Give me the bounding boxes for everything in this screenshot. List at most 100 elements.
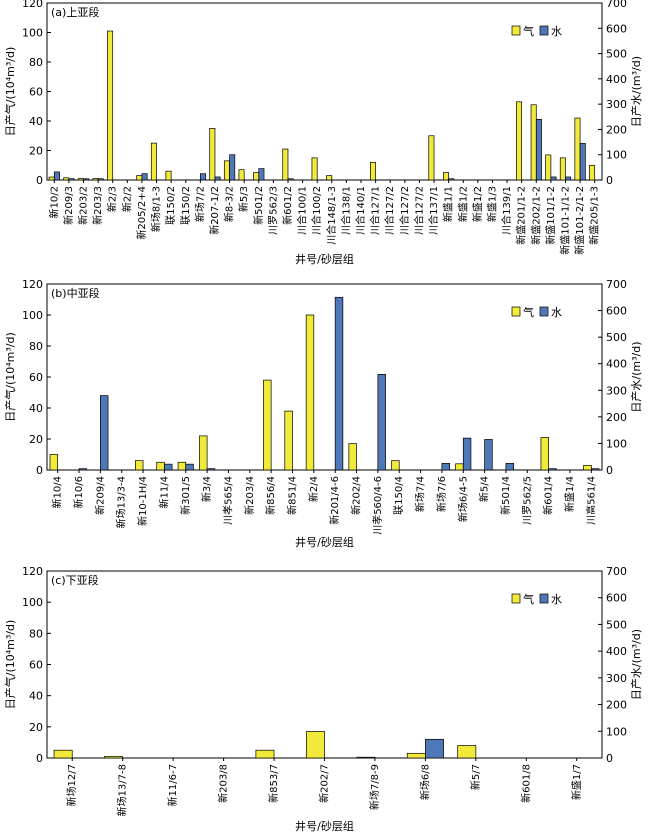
right-tick-label: 200 (606, 123, 627, 136)
gas-bar (457, 745, 477, 759)
gas-bar (165, 170, 172, 181)
right-tick-label: 700 (606, 565, 627, 578)
x-tick-label: 川合127/2 (398, 186, 411, 235)
water-bar (258, 168, 265, 181)
left-tick-label: 80 (29, 340, 43, 353)
right-tick-label: 0 (606, 174, 613, 187)
water-bar (334, 296, 344, 471)
gas-bar (370, 161, 376, 181)
x-tick-label: 新盛1/7 (570, 764, 583, 800)
x-tick-label: 新501/2 (252, 186, 265, 225)
right-tick-label: 500 (606, 618, 627, 631)
panel-label: (b)中亚段 (51, 286, 100, 300)
water-bar (550, 176, 557, 181)
gas-bar (48, 176, 55, 181)
legend-water-swatch (539, 25, 549, 36)
x-axis-title: 井号/砂层组 (295, 252, 354, 266)
left-tick-label: 0 (36, 752, 43, 765)
x-tick-label: 新5/7 (469, 764, 482, 790)
gas-bar (455, 463, 464, 471)
x-tick-label: 新盛101/1-2 (544, 186, 557, 245)
right-tick-label: 100 (606, 149, 627, 162)
x-tick-label: 新202/4 (350, 476, 363, 515)
left-tick-label: 120 (22, 565, 43, 578)
left-tick-label: 0 (36, 464, 43, 477)
gas-bar (311, 157, 318, 181)
x-tick-label: 川合127/2 (383, 186, 396, 235)
left-tick-label: 40 (29, 115, 43, 128)
right-axis-title: 日产水/(m³/d) (629, 341, 643, 412)
left-tick-label: 40 (29, 690, 43, 703)
x-tick-label: 新10/6 (72, 476, 85, 508)
x-tick-label: 新11/6-7 (166, 764, 179, 806)
x-tick-label: 新场7/4 (414, 476, 427, 512)
gas-bar (282, 148, 289, 181)
panel-label: (a)上亚段 (51, 5, 99, 19)
right-tick-label: 200 (606, 699, 627, 712)
left-tick-label: 100 (22, 596, 43, 609)
gas-bar (530, 104, 537, 181)
water-bar (185, 463, 194, 471)
x-tick-label: 川孝560/4-6 (372, 476, 384, 535)
panel-label: (c)下亚段 (51, 573, 99, 587)
x-tick-label: 新203/4 (243, 476, 256, 515)
legend-gas-swatch (511, 25, 521, 36)
left-axis-title: 日产气/(10⁴m³/d) (3, 332, 17, 422)
gas-bar (104, 756, 124, 759)
left-tick-label: 60 (29, 371, 43, 384)
gas-bar (305, 731, 325, 759)
gas-bar (92, 178, 99, 181)
x-tick-label: 新2/2 (120, 186, 133, 212)
right-tick-label: 100 (606, 725, 627, 738)
x-tick-label: 新场7/8-9 (368, 764, 381, 810)
x-tick-label: 川高561/4 (584, 476, 597, 525)
water-bar (97, 178, 104, 181)
x-tick-label: 川合137/1 (427, 186, 440, 235)
x-tick-label: 川合127/2 (412, 186, 425, 235)
left-tick-label: 120 (22, 278, 43, 291)
x-tick-label: 新203/8 (217, 764, 230, 803)
x-tick-label: 新601/4 (542, 476, 555, 515)
legend-gas-label: 气 (523, 592, 534, 606)
legend-water-swatch (539, 306, 549, 317)
left-axis-title: 日产气/(10⁴m³/d) (3, 47, 17, 137)
x-tick-label: 新场13/3-4 (115, 476, 128, 528)
left-tick-label: 80 (29, 627, 43, 640)
x-axis-title: 井号/砂层组 (295, 819, 354, 833)
water-bar (505, 463, 514, 471)
water-bar (100, 395, 109, 471)
gas-bar (253, 172, 260, 181)
right-tick-label: 400 (606, 645, 627, 658)
gas-bar (583, 465, 592, 471)
x-tick-label: 新5/4 (478, 476, 491, 502)
gas-bar (326, 175, 333, 181)
x-tick-label: 新10-1H/4 (136, 476, 149, 526)
right-tick-label: 400 (606, 358, 627, 371)
water-bar (214, 176, 221, 181)
x-tick-label: 川孝565/4 (222, 476, 234, 525)
water-bar (579, 142, 586, 181)
water-bar (164, 463, 173, 471)
right-tick-label: 100 (606, 437, 627, 450)
right-axis-title: 日产水/(m³/d) (629, 56, 643, 127)
x-tick-label: 新203/3 (91, 186, 104, 225)
right-tick-label: 600 (606, 305, 627, 318)
x-tick-label: 川合139/1 (500, 186, 513, 235)
x-tick-label: 新201/4-6 (328, 476, 341, 525)
gas-bar (156, 461, 165, 471)
left-tick-label: 60 (29, 86, 43, 99)
legend-gas-label: 气 (523, 24, 534, 38)
x-tick-label: 川罗562/5 (521, 476, 533, 525)
x-tick-label: 新场6/4-5 (456, 476, 469, 522)
x-tick-label: 新202/7 (318, 764, 331, 803)
gas-bar (107, 30, 114, 181)
x-tick-label: 新601/8 (519, 764, 532, 803)
right-tick-label: 200 (606, 411, 627, 424)
x-tick-label: 新盛1/2 (471, 186, 484, 222)
right-tick-label: 700 (606, 0, 627, 10)
left-tick-label: 80 (29, 56, 43, 69)
right-axis-title: 日产水/(m³/d) (629, 629, 643, 700)
water-bar (83, 178, 90, 181)
gas-bar (135, 460, 144, 471)
